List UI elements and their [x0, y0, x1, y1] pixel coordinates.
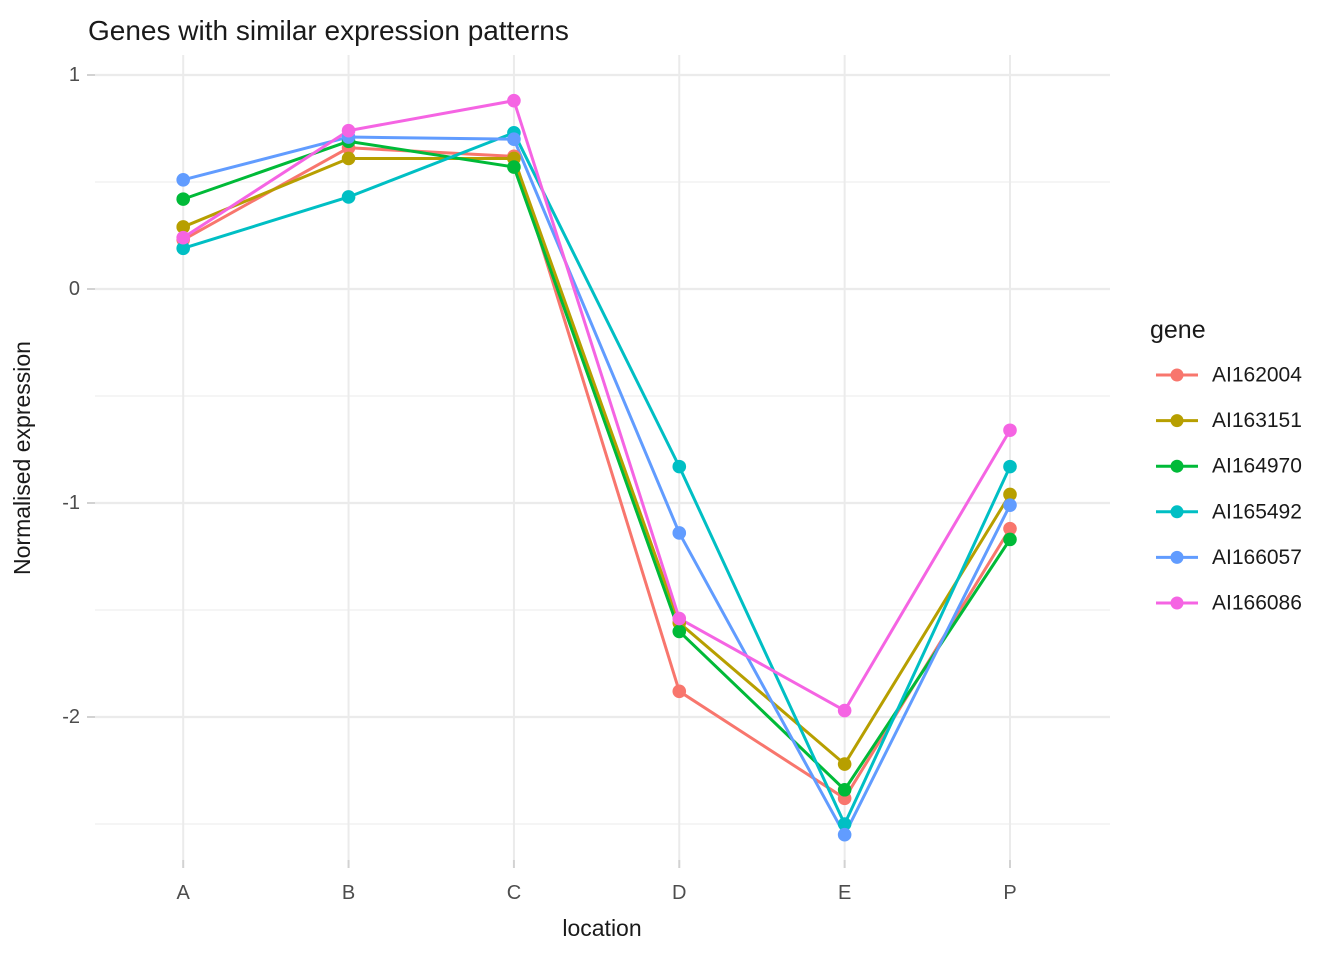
legend-item-AI165492: AI165492 — [1156, 500, 1302, 523]
point-AI162004-D — [672, 684, 687, 699]
legend-key-point-AI164970 — [1170, 459, 1184, 473]
point-AI166057-P — [1003, 498, 1017, 512]
legend-item-AI166086: AI166086 — [1156, 592, 1302, 615]
legend-key-point-AI165492 — [1170, 505, 1184, 519]
y-axis-title: Normalised expression — [9, 341, 35, 575]
point-AI165492-D — [672, 459, 687, 474]
legend-item-AI162004: AI162004 — [1156, 364, 1302, 387]
legend-key-point-AI166086 — [1170, 596, 1184, 610]
point-AI164970-A — [176, 192, 190, 206]
series-line-AI163151 — [182, 156, 1012, 766]
x-tick-label-A: A — [177, 882, 191, 904]
series-line-AI166086 — [182, 99, 1012, 713]
legend-label-AI165492: AI165492 — [1212, 500, 1302, 523]
legend-label-AI166057: AI166057 — [1212, 546, 1302, 569]
point-AI166086-A — [176, 230, 190, 245]
point-AI166057-C — [507, 132, 521, 146]
point-AI163151-B — [341, 151, 356, 166]
y-tick-label-0: 0 — [69, 278, 80, 300]
point-AI164970-C — [507, 160, 521, 174]
series-layer — [176, 93, 1017, 842]
point-AI163151-A — [176, 220, 190, 234]
point-AI162004-P — [1003, 521, 1017, 536]
point-AI163151-E — [837, 757, 852, 771]
point-AI166057-E — [837, 827, 852, 842]
x-axis-title: location — [562, 915, 641, 941]
legend-label-AI163151: AI163151 — [1212, 409, 1302, 432]
x-tick-label-P: P — [1003, 882, 1016, 904]
point-AI166057-D — [672, 526, 687, 540]
point-AI166057-A — [176, 173, 190, 187]
legend: AI162004 AI163151 AI164970 AI165492 AI166057… — [1156, 364, 1302, 615]
series-line-AI162004 — [182, 146, 1012, 800]
point-AI165492-A — [176, 241, 190, 256]
grid-layer — [95, 55, 1110, 860]
point-AI166086-P — [1003, 423, 1017, 438]
x-tick-label-C: C — [507, 882, 521, 904]
legend-title: gene — [1150, 316, 1206, 344]
point-AI163151-P — [1003, 487, 1017, 502]
point-AI166086-E — [837, 703, 852, 718]
point-AI165492-P — [1003, 459, 1017, 474]
point-AI164970-D — [672, 624, 687, 639]
series-line-AI165492 — [182, 131, 1012, 826]
point-AI166086-B — [341, 123, 356, 138]
point-AI166086-C — [507, 93, 521, 108]
legend-key-point-AI166057 — [1170, 550, 1184, 564]
point-AI165492-B — [341, 190, 356, 204]
x-tick-label-B: B — [342, 882, 355, 904]
point-AI166086-D — [672, 611, 687, 626]
legend-label-AI164970: AI164970 — [1212, 455, 1302, 478]
legend-item-AI166057: AI166057 — [1156, 546, 1302, 569]
legend-key-point-AI162004 — [1170, 368, 1184, 382]
x-tick-label-D: D — [672, 882, 686, 904]
legend-item-AI163151: AI163151 — [1156, 409, 1302, 432]
chart-title: Genes with similar expression patterns — [88, 15, 569, 46]
y-tick-label-1: 1 — [69, 64, 80, 86]
point-AI164970-E — [837, 782, 852, 797]
legend-label-AI162004: AI162004 — [1212, 364, 1302, 387]
series-line-AI166057 — [182, 135, 1012, 837]
axis-label-layer: 1 0 -1 -2 A B C D E P — [62, 64, 1016, 904]
y-tick-label--2: -2 — [62, 706, 80, 728]
legend-label-AI166086: AI166086 — [1212, 592, 1302, 615]
x-tick-label-E: E — [838, 882, 851, 904]
point-AI164970-P — [1003, 532, 1017, 547]
y-tick-label--1: -1 — [62, 492, 80, 514]
legend-item-AI164970: AI164970 — [1156, 455, 1302, 478]
series-line-AI164970 — [182, 139, 1012, 792]
point-AI165492-E — [837, 817, 852, 831]
legend-key-point-AI163151 — [1170, 414, 1184, 428]
tick-layer — [87, 74, 1011, 868]
